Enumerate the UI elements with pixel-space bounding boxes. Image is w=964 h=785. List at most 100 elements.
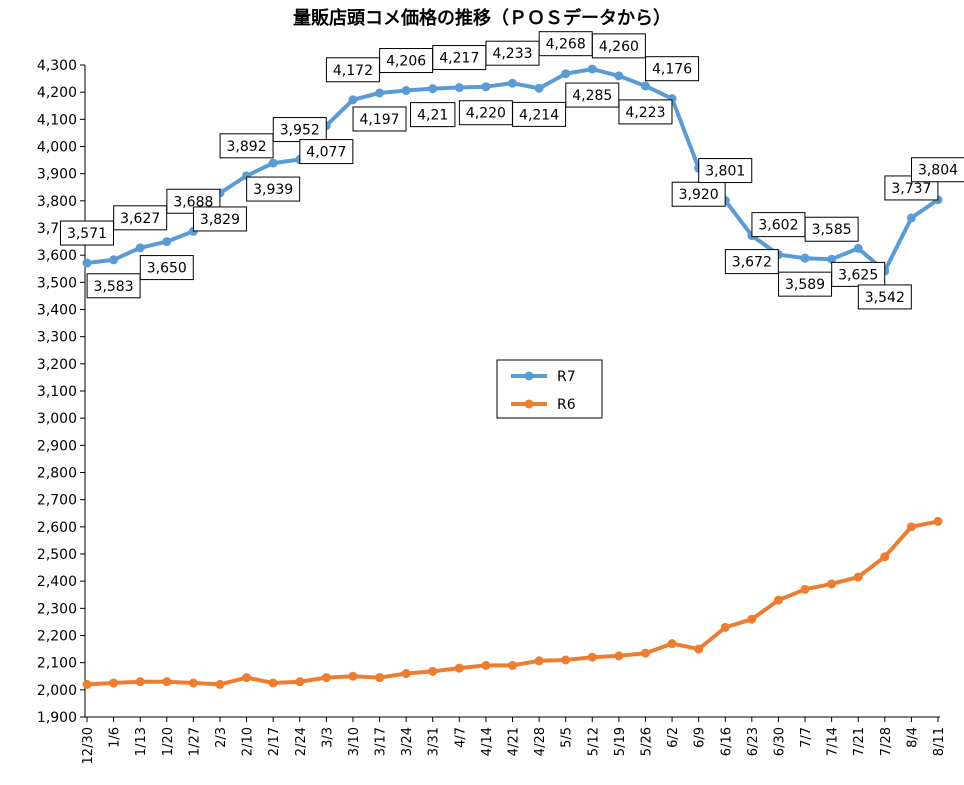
x-tick-label: 5/12 xyxy=(586,727,601,756)
data-point-R6 xyxy=(269,679,278,688)
x-tick-label: 1/20 xyxy=(161,727,176,756)
data-point-R6 xyxy=(375,673,384,682)
data-point-R6 xyxy=(322,673,331,682)
legend-box xyxy=(497,360,602,418)
data-point-R7 xyxy=(641,81,650,90)
x-tick-label: 6/2 xyxy=(666,727,681,748)
data-point-R6 xyxy=(934,517,943,526)
x-tick-label: 5/19 xyxy=(613,727,628,756)
data-label: 4,223 xyxy=(625,105,665,121)
x-tick-label: 6/23 xyxy=(746,727,761,756)
data-point-R7 xyxy=(136,243,145,252)
data-label: 4,206 xyxy=(386,54,426,70)
data-label: 3,801 xyxy=(705,164,745,180)
data-point-R6 xyxy=(774,596,783,605)
y-tick-label: 2,200 xyxy=(37,629,77,645)
legend-marker-R7 xyxy=(525,372,534,381)
data-point-R6 xyxy=(428,667,437,676)
data-point-R7 xyxy=(614,71,623,80)
data-label: 4,176 xyxy=(652,62,692,78)
y-tick-label: 4,200 xyxy=(37,85,77,101)
data-label: 3,589 xyxy=(785,277,825,293)
legend-label-R7: R7 xyxy=(557,369,576,385)
data-point-R6 xyxy=(535,656,544,665)
x-tick-label: 4/28 xyxy=(533,727,548,756)
chart-title: 量販店頭コメ価格の推移（ＰＯＳデータから） xyxy=(293,7,671,29)
data-label: 3,542 xyxy=(865,290,905,306)
x-tick-label: 7/14 xyxy=(826,727,841,756)
x-tick-label: 12/30 xyxy=(81,727,96,764)
y-tick-label: 2,100 xyxy=(37,656,77,672)
x-tick-label: 4/21 xyxy=(507,727,522,756)
data-point-R6 xyxy=(242,673,251,682)
data-label: 3,583 xyxy=(94,279,134,295)
data-point-R7 xyxy=(561,69,570,78)
y-tick-label: 2,900 xyxy=(37,438,77,454)
data-point-R6 xyxy=(109,679,118,688)
data-point-R7 xyxy=(162,237,171,246)
data-point-R6 xyxy=(747,615,756,624)
y-tick-label: 3,900 xyxy=(37,167,77,183)
y-tick-label: 3,800 xyxy=(37,194,77,210)
data-label: 3,650 xyxy=(147,261,187,277)
data-point-R7 xyxy=(535,84,544,93)
data-point-R6 xyxy=(215,680,224,689)
data-point-R6 xyxy=(801,585,810,594)
data-label: 3,585 xyxy=(812,222,852,238)
y-tick-label: 3,000 xyxy=(37,411,77,427)
data-point-R7 xyxy=(588,65,597,74)
data-point-R6 xyxy=(694,645,703,654)
x-tick-label: 3/3 xyxy=(320,727,335,748)
data-point-R6 xyxy=(295,677,304,686)
y-tick-label: 2,300 xyxy=(37,601,77,617)
x-tick-label: 2/17 xyxy=(267,727,282,756)
x-tick-label: 3/17 xyxy=(374,727,389,756)
data-point-R6 xyxy=(162,677,171,686)
data-point-R6 xyxy=(588,653,597,662)
data-point-R7 xyxy=(269,159,278,168)
data-point-R7 xyxy=(375,88,384,97)
y-tick-label: 3,100 xyxy=(37,384,77,400)
x-tick-label: 6/16 xyxy=(719,727,734,756)
data-label: 3,804 xyxy=(918,163,958,179)
data-point-R6 xyxy=(348,672,357,681)
y-tick-label: 3,200 xyxy=(37,357,77,373)
data-label: 4,21 xyxy=(417,108,448,124)
x-tick-label: 2/3 xyxy=(214,727,229,748)
x-tick-label: 5/26 xyxy=(639,727,654,756)
y-tick-label: 2,500 xyxy=(37,547,77,563)
data-label: 3,627 xyxy=(120,211,160,227)
data-point-R6 xyxy=(83,680,92,689)
data-point-R7 xyxy=(83,259,92,268)
data-point-R6 xyxy=(614,651,623,660)
x-tick-label: 7/7 xyxy=(799,727,814,748)
data-point-R7 xyxy=(109,255,118,264)
data-point-R6 xyxy=(508,661,517,670)
data-point-R6 xyxy=(721,623,730,632)
x-tick-label: 6/9 xyxy=(693,727,708,748)
data-label: 3,625 xyxy=(838,267,878,283)
data-point-R7 xyxy=(428,84,437,93)
y-tick-label: 4,300 xyxy=(37,58,77,74)
x-tick-label: 1/6 xyxy=(108,727,123,748)
data-label: 3,892 xyxy=(227,139,267,155)
series-line-R6 xyxy=(87,521,938,684)
data-label: 4,077 xyxy=(306,145,346,161)
y-tick-label: 2,700 xyxy=(37,493,77,509)
data-point-R6 xyxy=(668,639,677,648)
data-label: 3,952 xyxy=(280,123,320,139)
y-tick-label: 2,800 xyxy=(37,466,77,482)
y-tick-label: 4,100 xyxy=(37,112,77,128)
data-point-R6 xyxy=(402,669,411,678)
x-tick-label: 1/13 xyxy=(134,727,149,756)
y-tick-label: 3,600 xyxy=(37,248,77,264)
x-tick-label: 5/5 xyxy=(560,727,575,748)
data-point-R7 xyxy=(801,254,810,263)
x-tick-label: 4/7 xyxy=(453,727,468,748)
data-point-R7 xyxy=(508,79,517,88)
data-point-R6 xyxy=(880,552,889,561)
y-tick-label: 2,400 xyxy=(37,574,77,590)
data-point-R6 xyxy=(136,677,145,686)
data-label: 4,197 xyxy=(359,112,399,128)
